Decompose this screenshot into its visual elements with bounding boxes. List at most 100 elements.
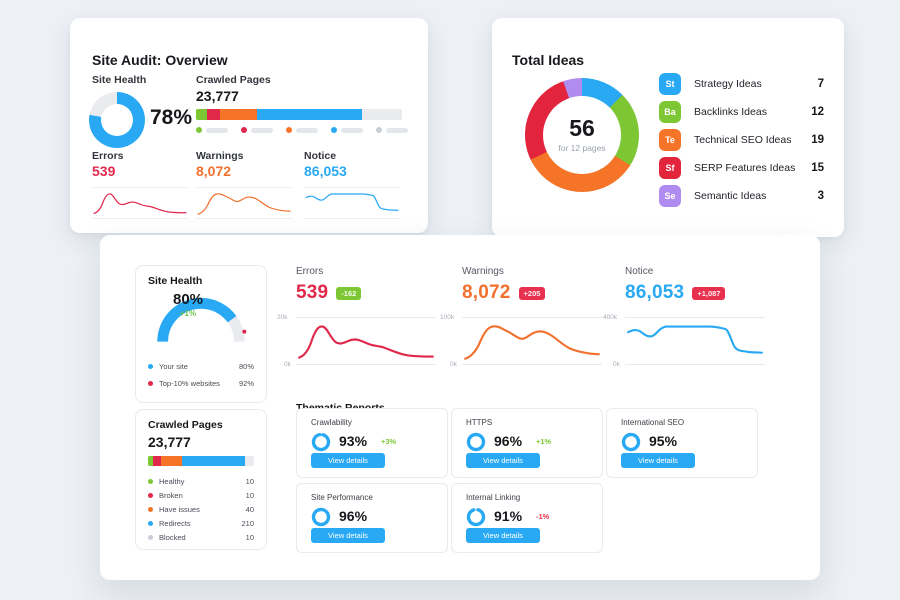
- overview-card-title: Site Audit: Overview: [92, 51, 228, 68]
- thematic-delta: +3%: [381, 437, 397, 446]
- crawled-pages-label: Crawled Pages: [196, 74, 271, 86]
- notice-value: 86,053: [304, 163, 347, 179]
- legend-item: [331, 127, 363, 133]
- ideas-card-title: Total Ideas: [512, 51, 585, 68]
- thematic-card-international-seo: International SEO 95% View details: [606, 408, 758, 478]
- legend-placeholder: [296, 127, 318, 133]
- y-axis-min-label: 0k: [450, 361, 457, 368]
- thematic-card-internal-linking: Internal Linking 91% -1% View details: [451, 483, 603, 553]
- crawl-row-blocked: Blocked 10: [148, 533, 254, 542]
- legend-item: [376, 127, 408, 133]
- legend-placeholder: [206, 127, 228, 133]
- progress-ring-icon: [621, 432, 641, 452]
- crawl-row-have-issues: Have issues 40: [148, 505, 254, 514]
- row-value: 10: [245, 533, 254, 542]
- bar-segment-broken: [153, 456, 161, 466]
- notice-metric: Notice 86,053 +1,087: [625, 261, 775, 304]
- thematic-card-https: HTTPS 96% +1% View details: [451, 408, 603, 478]
- site-health-gauge: [149, 290, 253, 346]
- gauge-legend-top10: Top-10% websites 92%: [148, 379, 254, 388]
- legend-dot: [148, 479, 153, 484]
- idea-row-strategy[interactable]: St Strategy Ideas 7: [659, 73, 824, 95]
- legend-value: 92%: [238, 379, 254, 388]
- idea-row-backlinks[interactable]: Ba Backlinks Ideas 12: [659, 101, 824, 123]
- site-health-panel-title: Site Health: [148, 275, 203, 287]
- idea-label: Technical SEO Ideas: [694, 134, 792, 146]
- site-health-label: Site Health: [92, 74, 147, 86]
- donut-hole: 56 for 12 pages: [543, 96, 621, 174]
- legend-placeholder: [341, 127, 363, 133]
- site-health-gauge-value: 80%: [172, 291, 204, 308]
- thematic-label: International SEO: [621, 418, 685, 427]
- thematic-label: Internal Linking: [466, 493, 521, 502]
- y-axis-max-label: 400k: [603, 314, 618, 321]
- errors-sparkline: [92, 187, 188, 219]
- legend-dot: [286, 127, 292, 133]
- total-ideas-value: 56: [569, 115, 595, 141]
- row-label: Healthy: [159, 477, 185, 486]
- view-details-button[interactable]: View details: [311, 453, 385, 468]
- legend-placeholder: [386, 127, 408, 133]
- errors-value: 539: [92, 163, 116, 179]
- errors-value: 539: [296, 282, 329, 303]
- view-details-button[interactable]: View details: [466, 453, 540, 468]
- y-axis-max-label: 20k: [277, 314, 288, 321]
- view-details-button[interactable]: View details: [466, 528, 540, 543]
- legend-dot: [148, 535, 153, 540]
- thematic-label: Site Performance: [311, 493, 373, 502]
- legend-dot: [148, 521, 153, 526]
- view-details-button[interactable]: View details: [311, 528, 385, 543]
- crawled-pages-panel: Crawled Pages 23,777 Healthy 10 Broken 1…: [135, 409, 267, 550]
- legend-placeholder: [251, 127, 273, 133]
- legend-label: Top-10% websites: [159, 379, 220, 388]
- crawled-pages-panel-value: 23,777: [148, 434, 191, 450]
- progress-ring-icon: [311, 507, 331, 527]
- progress-ring-icon: [311, 432, 331, 452]
- total-ideas-donut-chart: 56 for 12 pages: [525, 78, 639, 192]
- thematic-delta: -1%: [536, 512, 550, 521]
- thematic-label: Crawlability: [311, 418, 352, 427]
- legend-value: 80%: [238, 362, 254, 371]
- donut-hole: [101, 104, 133, 136]
- legend-item: [196, 127, 228, 133]
- errors-label: Errors: [296, 266, 324, 277]
- bar-segment-healthy: [148, 456, 154, 466]
- notice-sparkline: [304, 187, 400, 219]
- warnings-metric: Warnings 8,072 +205: [462, 261, 612, 304]
- errors-delta-badge: -162: [336, 286, 362, 300]
- serp-features-badge: Sf: [659, 157, 681, 179]
- bar-segment-broken: [207, 109, 220, 120]
- view-details-button[interactable]: View details: [621, 453, 695, 468]
- idea-count: 19: [811, 134, 824, 146]
- notice-value: 86,053: [625, 282, 685, 303]
- thematic-value: 93%: [339, 433, 368, 449]
- semantic-badge: Se: [659, 185, 681, 207]
- warnings-label: Warnings: [462, 266, 504, 277]
- legend-dot: [148, 381, 153, 386]
- warnings-delta-badge: +205: [518, 286, 546, 300]
- legend-dot: [241, 127, 247, 133]
- crawl-row-redirects: Redirects 210: [148, 519, 254, 528]
- notice-trend-chart: 400k 0k: [603, 311, 765, 369]
- thematic-label: HTTPS: [466, 418, 493, 427]
- idea-row-semantic[interactable]: Se Semantic Ideas 3: [659, 185, 824, 207]
- crawled-pages-stacked-bar: [196, 109, 402, 120]
- row-value: 10: [245, 477, 254, 486]
- thematic-value: 96%: [494, 433, 523, 449]
- idea-row-technical-seo[interactable]: Te Technical SEO Ideas 19: [659, 129, 824, 151]
- idea-label: Semantic Ideas: [694, 190, 767, 202]
- thematic-card-crawlability: Crawlability 93% +3% View details: [296, 408, 448, 478]
- idea-count: 7: [817, 78, 824, 90]
- idea-count: 3: [817, 190, 824, 202]
- row-label: Redirects: [159, 519, 191, 528]
- gauge-legend-your-site: Your site 80%: [148, 362, 254, 371]
- thematic-delta: +1%: [536, 437, 552, 446]
- legend-dot: [148, 507, 153, 512]
- site-health-value: 78%: [150, 106, 193, 129]
- site-health-panel: Site Health 80% +1% Your site 80% Top-10…: [135, 265, 267, 403]
- idea-row-serp-features[interactable]: Sf SERP Features Ideas 15: [659, 157, 824, 179]
- thematic-value: 96%: [339, 508, 368, 524]
- warnings-sparkline: [196, 187, 292, 219]
- site-audit-detail-card: Site Health 80% +1% Your site 80% Top-10…: [100, 235, 820, 580]
